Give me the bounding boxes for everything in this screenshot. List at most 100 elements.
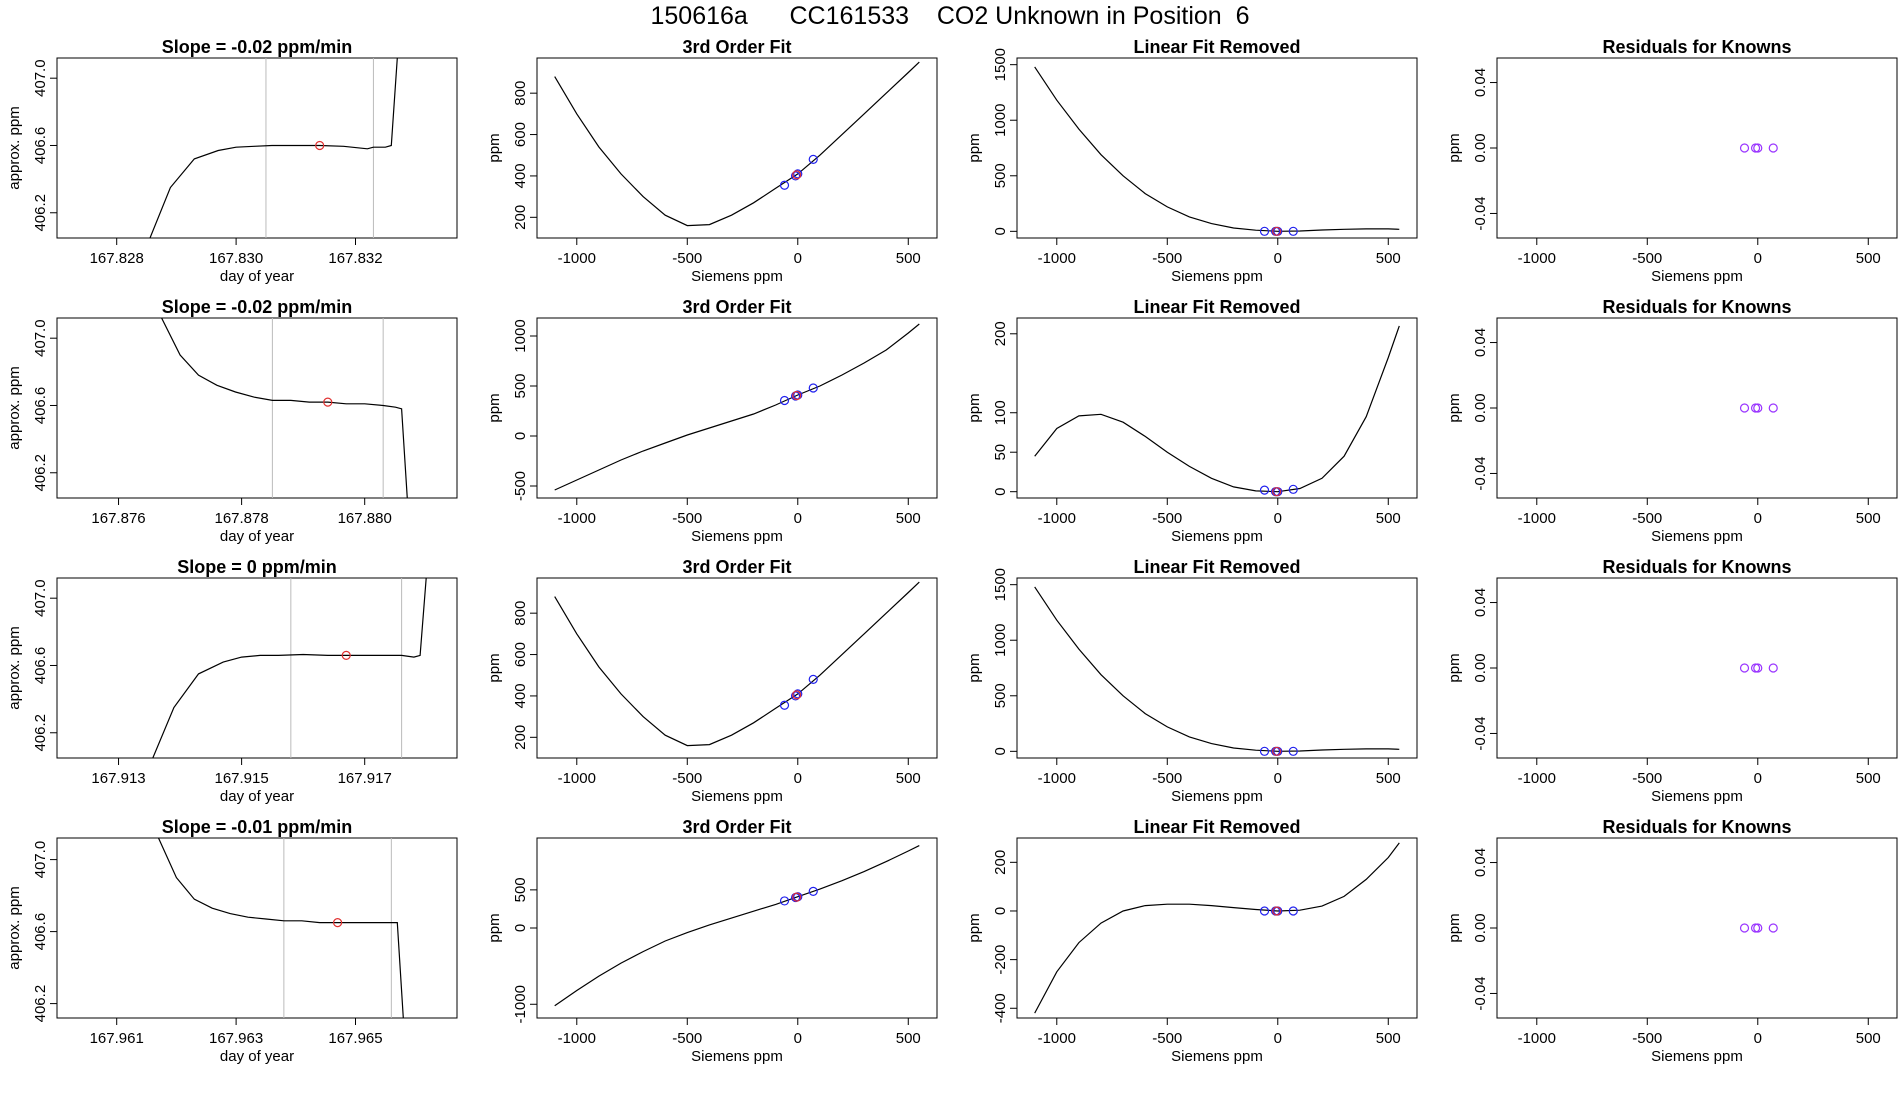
- x-tick-label: 167.963: [209, 1030, 263, 1047]
- y-axis-label: approx. ppm: [6, 886, 23, 969]
- y-axis-label: ppm: [1446, 133, 1463, 162]
- y-axis-label: ppm: [966, 133, 983, 162]
- known-point: [1288, 226, 1298, 236]
- known-point: [779, 896, 790, 906]
- panel-title: Slope = -0.02 ppm/min: [162, 37, 353, 57]
- panel-title: Residuals for Knowns: [1602, 557, 1791, 577]
- x-tick-label: -1000: [1038, 510, 1076, 527]
- x-tick-label: 0: [1274, 250, 1282, 267]
- x-tick-label: -500: [1152, 1030, 1182, 1047]
- x-tick-label: 0: [1274, 1030, 1282, 1047]
- x-axis-label: day of year: [220, 1048, 294, 1065]
- panel-3-0: Slope = -0.01 ppm/min 167.961 167.963 167.9…: [6, 817, 458, 1065]
- panel-title: Residuals for Knowns: [1602, 817, 1791, 837]
- known-point: [793, 169, 803, 179]
- unknown-point: [792, 390, 802, 401]
- y-tick-label: 0: [992, 227, 1009, 235]
- x-tick-label: 500: [1376, 1030, 1401, 1047]
- x-tick-label: -500: [1632, 770, 1662, 787]
- plot-frame: [1496, 577, 1898, 759]
- y-tick-label: 0.04: [1472, 68, 1489, 97]
- panel-title: Slope = -0.02 ppm/min: [162, 297, 353, 317]
- panel-2-1: 3rd Order Fit -1000 -500 0 500 200 400 600 800 Si…: [486, 557, 938, 805]
- y-tick-label: 0.04: [1472, 848, 1489, 877]
- y-tick-label: 0: [992, 907, 1009, 915]
- y-axis-label: ppm: [486, 133, 503, 162]
- y-tick-label: 1000: [992, 624, 1009, 657]
- y-tick-label: -500: [512, 471, 529, 501]
- x-tick-label: 500: [896, 770, 921, 787]
- panel-title: Slope = -0.01 ppm/min: [162, 817, 353, 837]
- plot-area: [161, 318, 408, 498]
- panel-3-2: Linear Fit Removed -1000 -500 0 500 -400 -200 0…: [966, 817, 1418, 1065]
- residual-point: [1739, 663, 1750, 673]
- known-point: [808, 383, 818, 393]
- y-tick-label: 0.00: [1472, 913, 1489, 942]
- x-tick-label: -1000: [1518, 770, 1556, 787]
- x-tick-label: 500: [1856, 510, 1881, 527]
- x-tick-label: -1000: [558, 770, 596, 787]
- x-tick-label: -1000: [1038, 250, 1076, 267]
- x-tick-label: 0: [794, 1030, 802, 1047]
- y-axis-label: approx. ppm: [6, 106, 23, 189]
- x-axis-label: Siemens ppm: [1651, 1048, 1743, 1065]
- x-tick-label: -500: [1632, 250, 1662, 267]
- plot-area: [1034, 586, 1400, 756]
- y-tick-label: 200: [512, 205, 529, 230]
- panel-0-2: Linear Fit Removed -1000 -500 0 500 0 500 1000 1…: [966, 37, 1418, 285]
- y-tick-label: 406.6: [32, 913, 49, 951]
- known-point: [1259, 226, 1270, 236]
- y-tick-label: 200: [992, 850, 1009, 875]
- plot-frame: [56, 577, 458, 759]
- x-tick-label: 0: [794, 510, 802, 527]
- x-tick-label: 167.917: [338, 770, 392, 787]
- plot-area: [157, 838, 404, 1018]
- unknown-point: [315, 140, 325, 151]
- y-tick-label: -0.04: [1472, 196, 1489, 230]
- panel-2-0: Slope = 0 ppm/min 167.913 167.915 167.917 40…: [6, 557, 458, 805]
- plot-frame: [536, 577, 938, 759]
- x-tick-label: -1000: [558, 1030, 596, 1047]
- panel-2-2: Linear Fit Removed -1000 -500 0 500 0 500 1000 1…: [966, 557, 1418, 805]
- x-tick-label: 167.832: [328, 250, 382, 267]
- unknown-point: [1272, 746, 1282, 756]
- plot-area: [149, 58, 398, 238]
- known-point: [1259, 485, 1270, 495]
- panel-1-2: Linear Fit Removed -1000 -500 0 500 0 50 100 200…: [966, 297, 1418, 545]
- y-axis-label: ppm: [486, 653, 503, 682]
- series-line: [1034, 586, 1400, 752]
- panel-title: Residuals for Knowns: [1602, 37, 1791, 57]
- y-tick-label: 407.0: [32, 59, 49, 97]
- y-tick-label: 0: [992, 747, 1009, 755]
- panel-title: Slope = 0 ppm/min: [177, 557, 337, 577]
- plot-area: [1739, 663, 1778, 673]
- x-tick-label: -500: [672, 1030, 702, 1047]
- x-tick-label: -1000: [558, 250, 596, 267]
- x-tick-label: 0: [1754, 770, 1762, 787]
- x-axis-label: Siemens ppm: [1651, 528, 1743, 545]
- unknown-point: [332, 917, 343, 928]
- x-axis-label: Siemens ppm: [1651, 788, 1743, 805]
- x-axis-label: Siemens ppm: [691, 788, 783, 805]
- x-tick-label: 167.828: [90, 250, 144, 267]
- series-line: [1034, 325, 1400, 493]
- series-line: [161, 318, 408, 498]
- x-tick-label: -1000: [1518, 250, 1556, 267]
- y-tick-label: 1500: [992, 568, 1009, 601]
- y-tick-label: 400: [512, 163, 529, 188]
- y-tick-label: 600: [512, 642, 529, 667]
- y-tick-label: -400: [992, 993, 1009, 1023]
- y-tick-label: 500: [512, 877, 529, 902]
- known-point: [1288, 484, 1298, 494]
- plot-frame: [1016, 837, 1418, 1019]
- x-tick-label: 0: [1754, 510, 1762, 527]
- series-line: [152, 578, 427, 758]
- x-axis-label: Siemens ppm: [1651, 268, 1743, 285]
- series-line: [554, 323, 920, 491]
- y-tick-label: 406.6: [32, 647, 49, 685]
- y-axis-label: ppm: [1446, 913, 1463, 942]
- x-tick-label: 500: [896, 250, 921, 267]
- known-point: [808, 886, 818, 896]
- x-tick-label: 167.878: [214, 510, 268, 527]
